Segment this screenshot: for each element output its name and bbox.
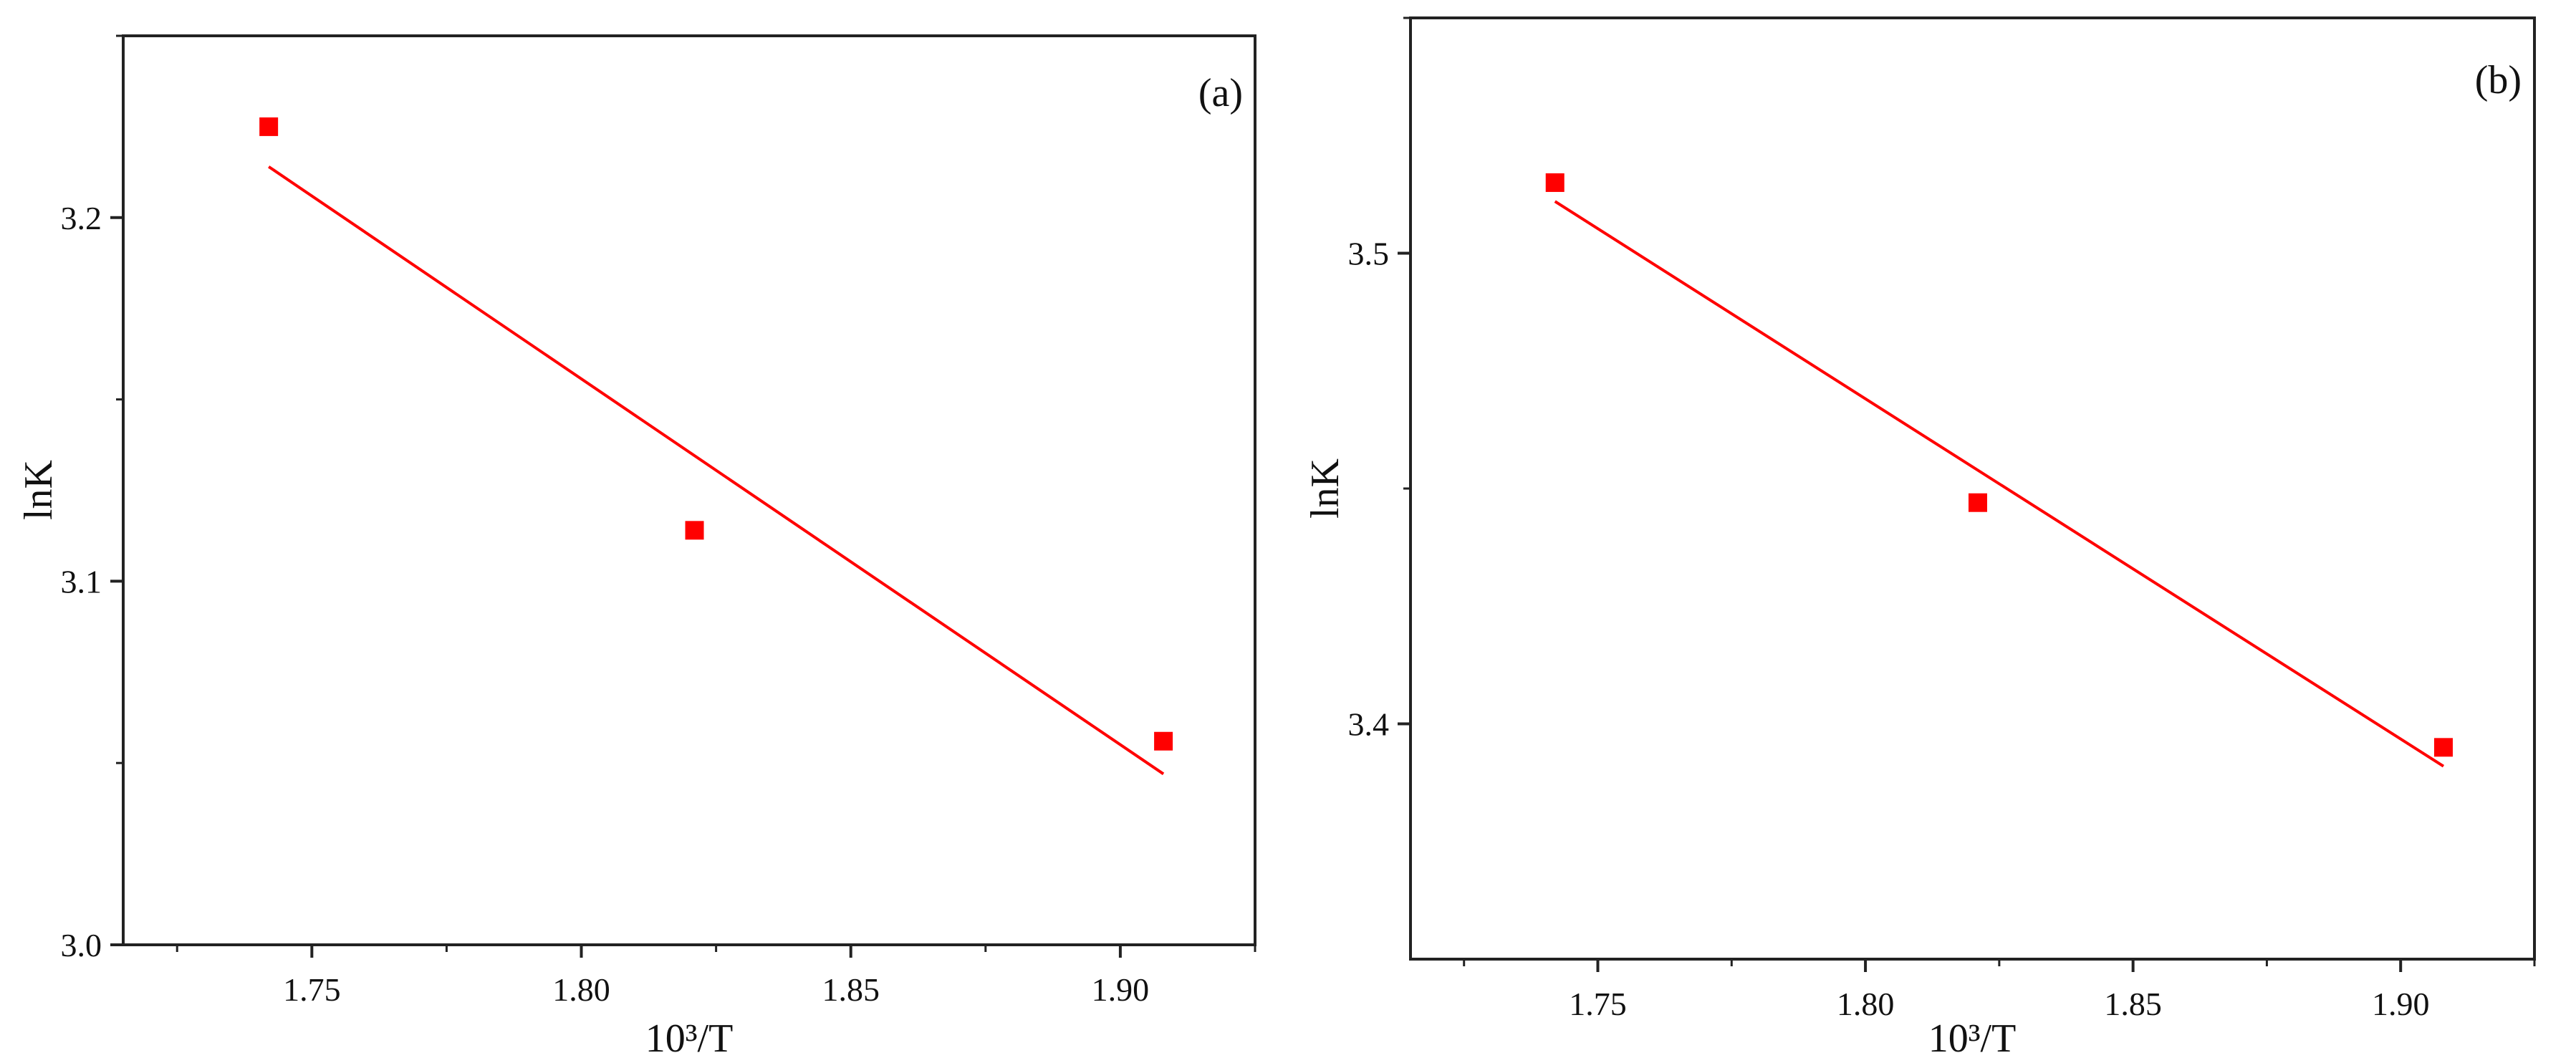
panel-label: (b)	[2475, 58, 2522, 102]
x-axis-title: 10³/T	[645, 1016, 734, 1061]
tick-labels: 1.75 1.80 1.85 1.90 3.4 3.5	[1348, 236, 2430, 1023]
data-point	[259, 117, 279, 136]
fit-line-group	[1554, 200, 2445, 768]
chart-panel-a: 1.75 1.80 1.85 1.90 3.0 3.1 3.2 10³/T lnK (a)	[16, 34, 1256, 1061]
axis-ticks	[1398, 16, 2536, 972]
x-tick-label: 1.80	[1837, 986, 1895, 1022]
x-tick-label: 1.90	[1092, 971, 1150, 1008]
y-tick-label: 3.4	[1348, 706, 1390, 743]
x-tick-label: 1.75	[283, 971, 341, 1008]
data-points	[259, 117, 1173, 751]
fit-line-group	[268, 165, 1165, 776]
fit-line	[1554, 200, 2445, 768]
y-tick-label: 3.0	[61, 927, 102, 963]
x-tick-label: 1.80	[552, 971, 610, 1008]
data-point	[685, 521, 704, 540]
plot-frame	[1409, 16, 2536, 961]
x-tick-label: 1.75	[1569, 986, 1627, 1022]
data-point	[1545, 173, 1565, 192]
panel-label: (a)	[1198, 71, 1243, 115]
fit-line	[268, 165, 1165, 776]
x-tick-label: 1.90	[2372, 986, 2430, 1022]
y-axis-title: lnK	[1303, 458, 1347, 519]
data-points	[1545, 173, 2453, 757]
y-tick-label: 3.5	[1348, 236, 1390, 272]
x-axis-title: 10³/T	[1928, 1016, 2017, 1061]
tick-labels: 1.75 1.80 1.85 1.90 3.0 3.1 3.2	[61, 200, 1150, 1008]
y-tick-label: 3.2	[61, 200, 102, 236]
data-point	[1154, 731, 1173, 751]
axis-ticks	[110, 34, 1256, 958]
data-point	[2433, 738, 2453, 757]
y-tick-label: 3.1	[61, 563, 102, 600]
x-tick-label: 1.85	[2104, 986, 2162, 1022]
y-axis-title: lnK	[16, 460, 61, 520]
plot-frame	[122, 34, 1256, 946]
x-tick-label: 1.85	[822, 971, 880, 1008]
chart-panel-b: 1.75 1.80 1.85 1.90 3.4 3.5 10³/T lnK (b)	[1303, 16, 2536, 1061]
data-point	[1968, 493, 1987, 512]
